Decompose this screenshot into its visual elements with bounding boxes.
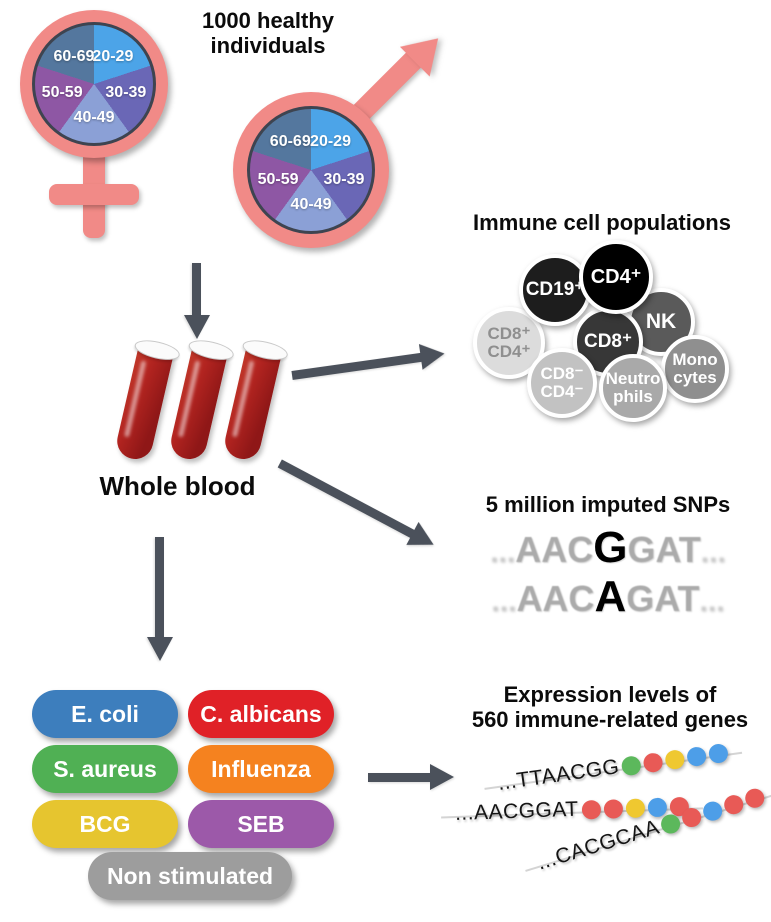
arrow-head [418,340,447,370]
immune-cells-title: Immune cell populations [473,210,731,235]
gene-dot [679,805,704,829]
age-slice-label: 40-49 [73,109,115,127]
age-slice-label: 30-39 [105,84,147,102]
cell-circle-neutrophils: Neutro phils [599,354,667,422]
cell-circle-cd8neg-cd4neg: CD8⁻ CD4⁻ [527,348,597,418]
strand-sequence: ...AACGGAT [454,797,579,825]
arrow-shaft [277,459,415,538]
stimulus-pill-calbicans: C. albicans [188,690,334,738]
gene-dot [686,745,708,767]
sequence-suffix: GAT [627,529,701,570]
snp-sequences: ...AACGGAT... ...AACAGAT... [448,526,768,624]
stimulus-pill-ecoli: E. coli [32,690,178,738]
stimulus-pill-bcg: BCG [32,800,178,848]
gene-dot [701,798,725,823]
gene-dot [708,742,730,764]
stimulus-pill-non-stimulated: Non stimulated [88,852,292,900]
gene-dot [722,792,746,816]
arrow-blood-to-stimuli-icon [147,537,173,661]
arrow-shaft [155,537,165,637]
strand-sequence: ...CACGCAA [534,815,663,875]
arrow-cohort-to-blood-icon [184,263,210,339]
stimulus-pill-seb: SEB [188,800,334,848]
arrow-shaft [291,352,422,380]
gene-dot [664,748,686,770]
cohort-title: 1000 healthy individuals [201,8,335,59]
sequence-ellipsis: ... [700,536,726,569]
snp-allele: A [594,572,627,621]
arrow-head [184,315,210,339]
age-slice-label: 50-59 [41,84,83,102]
stimulus-pill-saureus: S. aureus [32,745,178,793]
gene-dot [642,751,665,773]
snp-allele: G [593,523,628,572]
arrow-blood-to-snps-icon [274,452,440,557]
age-slice-label: 40-49 [290,196,332,214]
gene-dot [603,798,623,819]
age-slice-label: 20-29 [92,47,134,65]
blood-tube-icon [221,336,290,464]
female-symbol-crossbar [49,184,139,205]
expression-title: Expression levels of 560 immune-related … [471,682,749,733]
arrow-blood-to-cells-icon [290,340,447,388]
gene-dot [625,797,645,818]
arrow-stimuli-to-expression-icon [368,764,454,790]
gene-dot [581,799,601,820]
sequence-ellipsis: ... [491,585,517,618]
age-slice-label: 50-59 [257,170,299,188]
gene-dot [658,811,683,836]
cell-circle-cd4pos: CD4⁺ [579,240,653,314]
gene-dot [743,785,767,810]
age-slice-label: 30-39 [323,170,365,188]
sequence-ellipsis: ... [490,536,516,569]
sequence-prefix: AAC [516,578,595,619]
whole-blood-label: Whole blood [99,471,256,501]
blood-tube-icon [167,336,236,464]
age-slice-label: 60-69 [53,47,95,65]
arrow-shaft [368,772,430,782]
arrow-head [147,637,173,661]
stimulus-pill-influenza: Influenza [188,745,334,793]
strand-sequence: ...TTAACGG [496,755,621,795]
blood-tube-icon [113,336,182,464]
cell-circle-monocytes: Mono cytes [661,335,729,403]
snps-title: 5 million imputed SNPs [485,492,731,517]
snp-sequence-row: ...AACAGAT... [448,575,768,624]
sequence-suffix: GAT [626,578,700,619]
gene-dot [620,754,643,776]
arrow-head [430,764,454,790]
age-slice-label: 60-69 [269,132,311,150]
sequence-ellipsis: ... [699,585,725,618]
female-age-pie: 20-29 30-39 40-49 50-59 60-69 [32,22,156,146]
sequence-prefix: AAC [515,529,594,570]
snp-sequence-row: ...AACGGAT... [448,526,768,575]
arrow-shaft [192,263,202,315]
male-age-pie: 20-29 30-39 40-49 50-59 60-69 [247,106,375,234]
age-slice-label: 20-29 [310,132,351,150]
gene-strand: ...TTAACGG [484,740,743,796]
